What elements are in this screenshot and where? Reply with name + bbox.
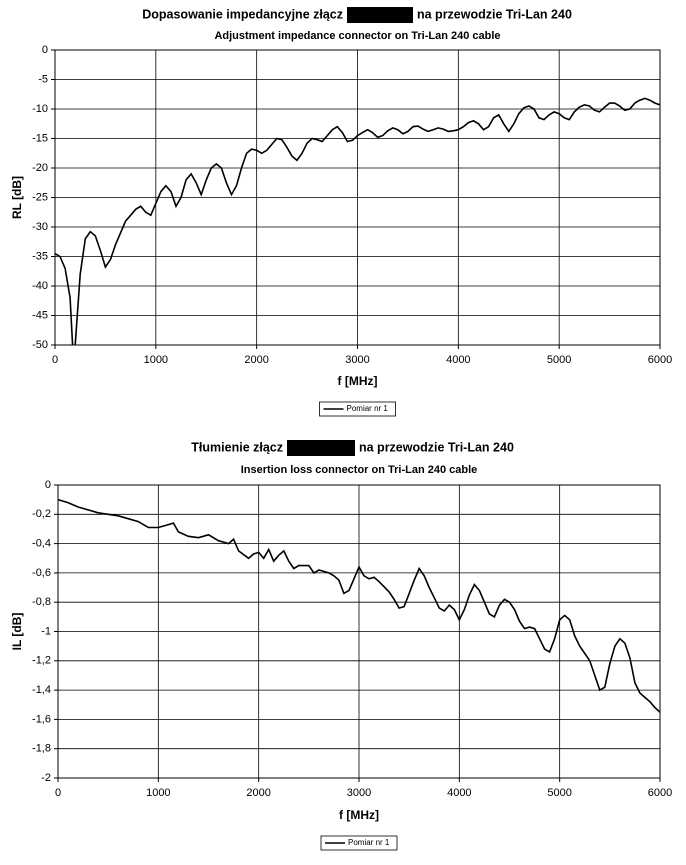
chart-subtitle: Insertion loss connector on Tri-Lan 240 …	[241, 464, 478, 476]
x-tick-label: 6000	[648, 354, 672, 366]
x-tick-label: 2000	[246, 787, 270, 799]
y-tick-label: -45	[32, 309, 48, 321]
chart: Dopasowanie impedancyjne złącz na przewod…	[10, 7, 672, 417]
chart-subtitle: Adjustment impedance connector on Tri-La…	[214, 30, 500, 42]
y-tick-label: -10	[32, 103, 48, 115]
chart-title: na przewodzie Tri-Lan 240	[417, 7, 572, 21]
chart-title: Tłumienie złącz	[191, 440, 283, 454]
data-line	[58, 498, 660, 713]
y-tick-label: -1,6	[32, 713, 51, 725]
x-tick-label: 5000	[547, 787, 571, 799]
plot-border	[57, 484, 661, 779]
y-tick-label: -40	[32, 280, 48, 292]
data-line	[55, 97, 660, 345]
y-tick-label: -5	[38, 73, 48, 85]
redaction	[347, 7, 413, 23]
chart: Tłumienie złącz na przewodzie Tri-Lan 240…	[10, 440, 672, 851]
legend-label: Pomiar nr 1	[348, 838, 390, 847]
y-tick-label: -1,2	[32, 655, 51, 667]
y-tick-label: -1,8	[32, 743, 51, 755]
x-tick-label: 0	[52, 354, 58, 366]
y-tick-label: -0,8	[32, 596, 51, 608]
chart-title: Dopasowanie impedancyjne złącz	[142, 7, 343, 21]
x-tick-label: 1000	[144, 354, 168, 366]
x-tick-label: 2000	[244, 354, 268, 366]
chart-title: na przewodzie Tri-Lan 240	[359, 440, 514, 454]
x-axis-label: f [MHz]	[338, 374, 378, 388]
y-axis-label: RL [dB]	[10, 176, 24, 219]
y-tick-label: -30	[32, 221, 48, 233]
y-tick-label: -0,6	[32, 567, 51, 579]
y-tick-label: -15	[32, 132, 48, 144]
x-tick-label: 5000	[547, 354, 571, 366]
x-tick-label: 3000	[345, 354, 369, 366]
legend-box	[320, 835, 398, 851]
y-tick-label: -0,4	[32, 538, 51, 550]
x-tick-label: 3000	[347, 787, 371, 799]
y-tick-label: 0	[45, 479, 51, 491]
y-tick-label: -2	[41, 772, 51, 784]
y-tick-label: -1,4	[32, 684, 51, 696]
y-tick-label: -25	[32, 191, 48, 203]
y-axis-label: IL [dB]	[10, 613, 24, 651]
legend-label: Pomiar nr 1	[347, 404, 389, 413]
plot-border	[54, 49, 661, 346]
y-tick-label: 0	[42, 44, 48, 56]
x-tick-label: 4000	[446, 354, 470, 366]
y-tick-label: -1	[41, 625, 51, 637]
y-tick-label: -50	[32, 339, 48, 351]
y-tick-label: -20	[32, 162, 48, 174]
x-axis-label: f [MHz]	[339, 808, 379, 822]
x-tick-label: 6000	[648, 787, 672, 799]
x-tick-label: 0	[55, 787, 61, 799]
y-tick-label: -0,2	[32, 508, 51, 520]
legend-box	[319, 401, 396, 417]
x-tick-label: 4000	[447, 787, 471, 799]
redaction	[287, 440, 355, 456]
x-tick-label: 1000	[146, 787, 170, 799]
y-tick-label: -35	[32, 250, 48, 262]
